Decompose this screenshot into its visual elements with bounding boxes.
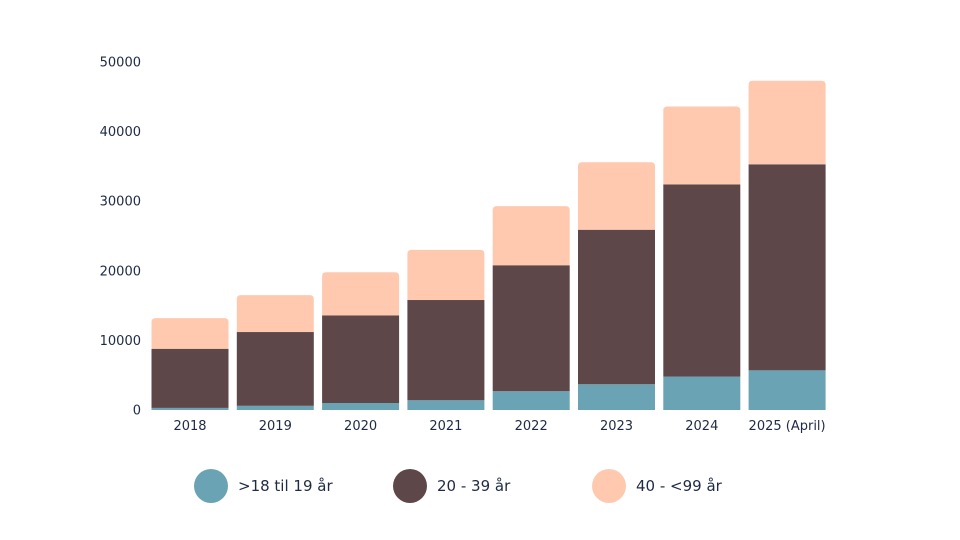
bar-segment-adults — [236, 332, 314, 406]
x-tick-label: 2019 — [259, 419, 292, 434]
legend: >18 til 19 år 20 - 39 år 40 - <99 år — [0, 468, 960, 504]
bar-segment-adults — [322, 315, 400, 404]
bar-segment-adults — [151, 348, 229, 408]
x-tick-label: 2021 — [429, 419, 462, 434]
bar-segment-teens — [322, 403, 400, 410]
bar-segment-seniors — [663, 106, 741, 185]
bar-segment-seniors — [151, 318, 229, 349]
bar-segment-adults — [748, 164, 826, 371]
legend-swatch-seniors — [592, 469, 626, 503]
bar-segment-adults — [492, 265, 570, 392]
bar-segment-seniors — [748, 80, 826, 165]
legend-label-teens: >18 til 19 år — [238, 477, 333, 495]
bar-segment-seniors — [578, 162, 655, 230]
y-tick-label: 10000 — [100, 334, 141, 349]
y-tick-label: 50000 — [100, 56, 141, 71]
bar-segment-teens — [663, 376, 741, 410]
y-tick-label: 20000 — [100, 264, 141, 279]
bar-segment-seniors — [236, 295, 314, 333]
x-tick-label: 2024 — [685, 419, 718, 434]
y-tick-label: 0 — [133, 404, 141, 419]
legend-item-adults: 20 - 39 år — [393, 468, 510, 504]
legend-swatch-teens — [194, 469, 228, 503]
bar-segment-teens — [151, 407, 229, 410]
x-tick-label: 2025 (April) — [749, 419, 826, 434]
bar-segment-seniors — [322, 272, 400, 316]
x-tick-label: 2020 — [344, 419, 377, 434]
bar-segment-adults — [663, 184, 741, 377]
bar-segment-teens — [492, 391, 570, 410]
x-axis-ticks: 2018 2019 2020 2021 2022 2023 2024 2025 (April) — [173, 419, 825, 434]
bar-segment-teens — [748, 370, 826, 410]
y-tick-label: 30000 — [100, 195, 141, 210]
bar-segment-adults — [407, 300, 485, 401]
bar-segment-teens — [407, 400, 485, 410]
y-axis-ticks: 0 10000 20000 30000 40000 50000 — [100, 56, 141, 419]
legend-item-seniors: 40 - <99 år — [592, 468, 722, 504]
legend-item-teens: >18 til 19 år — [194, 468, 333, 504]
bar-segment-teens — [236, 405, 314, 410]
legend-swatch-adults — [393, 469, 427, 503]
legend-label-adults: 20 - 39 år — [437, 477, 511, 495]
bar-stacks — [151, 80, 826, 410]
bar-segment-seniors — [407, 249, 485, 301]
y-tick-label: 40000 — [100, 125, 141, 140]
x-tick-label: 2018 — [173, 419, 206, 434]
x-tick-label: 2023 — [600, 419, 633, 434]
legend-label-seniors: 40 - <99 år — [636, 477, 722, 495]
bar-segment-adults — [578, 229, 655, 385]
bar-segment-seniors — [492, 206, 570, 266]
x-tick-label: 2022 — [515, 419, 548, 434]
bar-segment-teens — [578, 384, 655, 410]
